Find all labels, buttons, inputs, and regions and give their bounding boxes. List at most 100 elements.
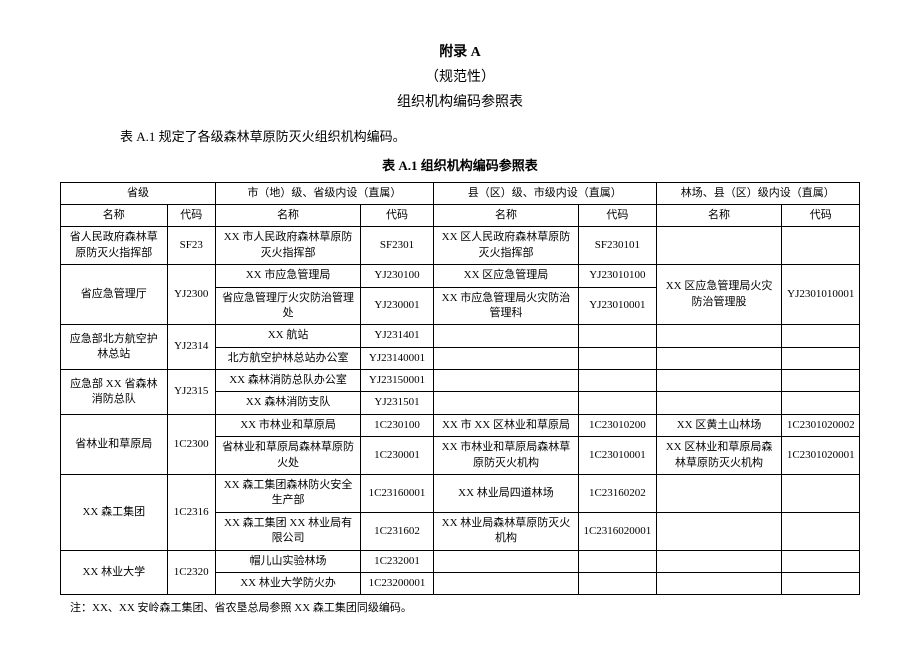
header-line-3: 组织机构编码参照表 [60, 90, 860, 115]
document-header: 附录 A （规范性） 组织机构编码参照表 [60, 40, 860, 116]
col-group-province: 省级 [61, 182, 216, 204]
cell-forest-name [656, 475, 782, 513]
cell-city-code: YJ23150001 [361, 370, 434, 392]
cell-forest-name [656, 550, 782, 572]
cell-forest-code: 1C2301020001 [782, 437, 860, 475]
cell-province-name: 省林业和草原局 [61, 414, 168, 474]
table-body: 省人民政府森林草原防灭火指挥部SF23XX 市人民政府森林草原防灭火指挥部SF2… [61, 227, 860, 595]
cell-province-code: YJ2314 [167, 325, 215, 370]
cell-province-code: SF23 [167, 227, 215, 265]
table-row: XX 森工集团1C2316XX 森工集团森林防火安全生产部1C23160001X… [61, 475, 860, 513]
cell-province-code: YJ2315 [167, 370, 215, 415]
cell-county-code [579, 370, 656, 392]
cell-city-name: XX 林业大学防火办 [215, 572, 360, 594]
cell-forest-code: YJ2301010001 [782, 265, 860, 325]
cell-county-name: XX 市应急管理局火灾防治管理科 [433, 287, 578, 325]
table-head: 省级 市（地）级、省级内设（直属） 县（区）级、市级内设（直属） 林场、县（区）… [61, 182, 860, 227]
cell-forest-code [782, 392, 860, 414]
table-row: 应急部 XX 省森林消防总队YJ2315XX 森林消防总队办公室YJ231500… [61, 370, 860, 392]
cell-forest-name [656, 347, 782, 369]
cell-county-name: XX 林业局森林草原防灭火机构 [433, 512, 578, 550]
cell-forest-name [656, 325, 782, 347]
cell-county-name [433, 347, 578, 369]
org-code-table: 省级 市（地）级、省级内设（直属） 县（区）级、市级内设（直属） 林场、县（区）… [60, 182, 860, 596]
cell-county-code: YJ23010100 [579, 265, 656, 287]
cell-city-code: YJ231501 [361, 392, 434, 414]
cell-county-name: XX 区人民政府森林草原防灭火指挥部 [433, 227, 578, 265]
header-line-2: （规范性） [60, 65, 860, 90]
cell-city-code: 1C231602 [361, 512, 434, 550]
cell-county-code: SF230101 [579, 227, 656, 265]
cell-county-code: YJ23010001 [579, 287, 656, 325]
cell-city-name: 省林业和草原局森林草原防火处 [215, 437, 360, 475]
cell-province-code: YJ2300 [167, 265, 215, 325]
intro-text: 表 A.1 规定了各级森林草原防灭火组织机构编码。 [60, 126, 860, 145]
cell-forest-name: XX 区黄土山林场 [656, 414, 782, 436]
cell-province-code: 1C2316 [167, 475, 215, 551]
cell-forest-name: XX 区应急管理局火灾防治管理股 [656, 265, 782, 325]
cell-province-name: XX 森工集团 [61, 475, 168, 551]
cell-province-code: 1C2300 [167, 414, 215, 474]
table-row: 省应急管理厅YJ2300XX 市应急管理局YJ230100XX 区应急管理局YJ… [61, 265, 860, 287]
col-group-city: 市（地）级、省级内设（直属） [215, 182, 433, 204]
cell-forest-code [782, 512, 860, 550]
cell-county-name: XX 林业局四道林场 [433, 475, 578, 513]
cell-city-name: XX 森林消防总队办公室 [215, 370, 360, 392]
cell-city-name: XX 市人民政府森林草原防灭火指挥部 [215, 227, 360, 265]
cell-forest-code [782, 572, 860, 594]
cell-county-name: XX 市 XX 区林业和草原局 [433, 414, 578, 436]
cell-county-code: 1C23010200 [579, 414, 656, 436]
cell-county-name [433, 370, 578, 392]
cell-county-name: XX 区应急管理局 [433, 265, 578, 287]
cell-county-code: 1C23160202 [579, 475, 656, 513]
cell-county-name [433, 550, 578, 572]
cell-province-code: 1C2320 [167, 550, 215, 595]
cell-province-name: 省应急管理厅 [61, 265, 168, 325]
cell-county-code: 1C2316020001 [579, 512, 656, 550]
cell-city-code: 1C23160001 [361, 475, 434, 513]
col-name: 名称 [433, 204, 578, 226]
table-row: 应急部北方航空护林总站YJ2314XX 航站YJ231401 [61, 325, 860, 347]
cell-forest-name [656, 370, 782, 392]
cell-city-code: YJ230100 [361, 265, 434, 287]
cell-city-code: YJ230001 [361, 287, 434, 325]
cell-forest-name [656, 572, 782, 594]
table-row: 省人民政府森林草原防灭火指挥部SF23XX 市人民政府森林草原防灭火指挥部SF2… [61, 227, 860, 265]
col-code: 代码 [361, 204, 434, 226]
cell-city-name: XX 航站 [215, 325, 360, 347]
cell-province-name: 应急部 XX 省森林消防总队 [61, 370, 168, 415]
cell-city-code: 1C232001 [361, 550, 434, 572]
header-line-1: 附录 A [60, 40, 860, 65]
cell-city-name: 帽儿山实验林场 [215, 550, 360, 572]
col-code: 代码 [167, 204, 215, 226]
cell-county-code [579, 325, 656, 347]
cell-city-name: XX 市应急管理局 [215, 265, 360, 287]
cell-forest-code [782, 347, 860, 369]
col-group-forest: 林场、县（区）级内设（直属） [656, 182, 859, 204]
cell-city-code: 1C230001 [361, 437, 434, 475]
cell-county-name: XX 市林业和草原局森林草原防灭火机构 [433, 437, 578, 475]
cell-county-code [579, 572, 656, 594]
cell-province-name: XX 林业大学 [61, 550, 168, 595]
cell-forest-code [782, 325, 860, 347]
cell-city-code: YJ23140001 [361, 347, 434, 369]
cell-forest-code [782, 550, 860, 572]
cell-city-code: YJ231401 [361, 325, 434, 347]
cell-city-name: XX 市林业和草原局 [215, 414, 360, 436]
cell-county-code: 1C23010001 [579, 437, 656, 475]
cell-county-name [433, 325, 578, 347]
cell-city-name: XX 森工集团森林防火安全生产部 [215, 475, 360, 513]
cell-province-name: 应急部北方航空护林总站 [61, 325, 168, 370]
cell-county-code [579, 550, 656, 572]
cell-forest-code [782, 370, 860, 392]
cell-county-name [433, 392, 578, 414]
cell-forest-name: XX 区林业和草原局森林草原防灭火机构 [656, 437, 782, 475]
cell-county-code [579, 392, 656, 414]
cell-forest-code [782, 227, 860, 265]
table-row: XX 林业大学1C2320帽儿山实验林场1C232001 [61, 550, 860, 572]
table-caption: 表 A.1 组织机构编码参照表 [60, 155, 860, 174]
cell-city-name: 北方航空护林总站办公室 [215, 347, 360, 369]
col-name: 名称 [656, 204, 782, 226]
col-name: 名称 [215, 204, 360, 226]
cell-forest-code [782, 475, 860, 513]
